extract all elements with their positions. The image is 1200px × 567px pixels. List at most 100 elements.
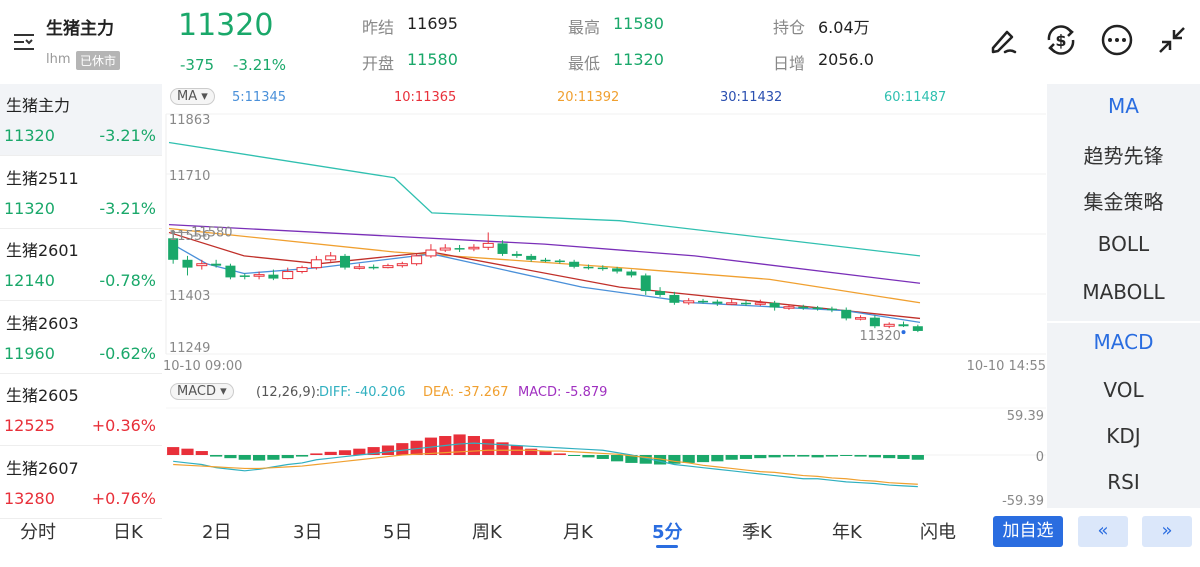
stat-label: 最低 bbox=[568, 54, 601, 73]
candle-body bbox=[511, 253, 522, 256]
candle-body bbox=[883, 323, 895, 327]
tab-5[interactable]: 周K bbox=[472, 522, 502, 543]
candle-body bbox=[268, 274, 279, 279]
candle-body bbox=[325, 255, 337, 261]
tab-10[interactable]: 闪电 bbox=[920, 522, 956, 543]
macd-histogram-bar bbox=[525, 448, 538, 455]
ma-selector[interactable]: MA ▾ bbox=[170, 88, 215, 105]
ma-value-label: 20:11392 bbox=[557, 90, 620, 105]
contract-name: 生猪2511 bbox=[6, 168, 79, 188]
collapse-arrows-icon[interactable] bbox=[1154, 22, 1190, 58]
candle-body bbox=[225, 265, 236, 278]
macd-histogram-bar bbox=[682, 455, 695, 463]
macd-histogram-bar bbox=[754, 455, 767, 459]
more-options-icon[interactable] bbox=[1099, 22, 1135, 58]
macd-histogram-bar bbox=[310, 453, 323, 455]
stat-label: 昨结 bbox=[362, 18, 395, 37]
add-favorite-button[interactable]: 加自选 bbox=[993, 516, 1063, 547]
indicator-kdj[interactable]: KDJ bbox=[1106, 424, 1141, 448]
macd-histogram-bar bbox=[181, 448, 194, 455]
macd-histogram-bar bbox=[467, 436, 480, 455]
macd-histogram-bar bbox=[811, 455, 824, 458]
macd-histogram-bar bbox=[539, 451, 552, 455]
contract-item[interactable]: 生猪主力 11320 -3.21% bbox=[0, 84, 162, 156]
candle-body bbox=[626, 271, 637, 276]
stat-value: 11580 bbox=[407, 50, 458, 69]
candle-body bbox=[726, 302, 738, 305]
macd-histogram-bar bbox=[482, 439, 495, 455]
indicator-rsi[interactable]: RSI bbox=[1107, 470, 1140, 494]
prev-button[interactable]: « bbox=[1078, 516, 1128, 547]
ma-value-label: 5:11345 bbox=[232, 90, 287, 105]
macd-selector[interactable]: MACD ▾ bbox=[170, 383, 234, 400]
tab-3[interactable]: 3日 bbox=[293, 522, 323, 543]
indicator-ma[interactable]: MA bbox=[1108, 94, 1139, 118]
indicator-集金策略[interactable]: 集金策略 bbox=[1083, 190, 1164, 214]
indicator-vol[interactable]: VOL bbox=[1103, 378, 1144, 402]
price-change: -375 bbox=[180, 56, 215, 74]
tab-0[interactable]: 分时 bbox=[20, 522, 56, 543]
candle-body bbox=[425, 249, 437, 257]
tab-9[interactable]: 年K bbox=[832, 522, 862, 543]
candle-body bbox=[253, 274, 265, 277]
tab-6[interactable]: 月K bbox=[563, 522, 593, 543]
price-axis-label: 11710 bbox=[169, 169, 210, 184]
candle-body bbox=[740, 302, 752, 305]
macd-histogram-bar bbox=[252, 455, 266, 461]
indicator-boll[interactable]: BOLL bbox=[1097, 232, 1150, 256]
price-change-pct: -3.21% bbox=[233, 56, 287, 74]
candle-body bbox=[168, 238, 179, 260]
macd-histogram-bar bbox=[410, 440, 423, 455]
macd-axis-label: 0 bbox=[1036, 450, 1044, 465]
tab-1[interactable]: 日K bbox=[113, 522, 143, 543]
candle-body bbox=[898, 324, 909, 327]
currency-exchange-icon[interactable]: $ bbox=[1043, 22, 1079, 58]
indicator-macd[interactable]: MACD bbox=[1093, 330, 1154, 354]
candle-body bbox=[211, 263, 222, 266]
stat-value: 6.04万 bbox=[818, 18, 870, 37]
active-tab-indicator bbox=[656, 545, 678, 548]
candle-body bbox=[526, 255, 537, 260]
tab-7[interactable]: 5分 bbox=[652, 522, 683, 543]
macd-histogram-bar bbox=[653, 455, 667, 465]
contract-item[interactable]: 生猪2511 11320 -3.21% bbox=[0, 157, 162, 229]
tab-8[interactable]: 季K bbox=[742, 522, 772, 543]
candle-body bbox=[540, 259, 551, 262]
tab-4[interactable]: 5日 bbox=[383, 522, 413, 543]
indicator-趋势先锋[interactable]: 趋势先锋 bbox=[1083, 144, 1164, 168]
market-status-badge: 已休市 bbox=[76, 51, 121, 70]
candle-body bbox=[683, 300, 695, 304]
menu-filter-icon[interactable] bbox=[12, 30, 38, 54]
contract-price: 13280 bbox=[4, 488, 55, 508]
macd-histogram-bar bbox=[797, 455, 810, 457]
contract-item[interactable]: 生猪2601 12140 -0.78% bbox=[0, 229, 162, 301]
indicator-maboll[interactable]: MABOLL bbox=[1082, 280, 1165, 304]
contract-item[interactable]: 生猪2603 11960 -0.62% bbox=[0, 302, 162, 374]
ma-line-ma10 bbox=[168, 231, 921, 320]
macd-histogram-bar bbox=[453, 434, 466, 455]
contract-price: 11320 bbox=[4, 198, 55, 218]
candle-body bbox=[482, 242, 494, 248]
tab-2[interactable]: 2日 bbox=[202, 522, 232, 543]
ma-value-label: 60:11487 bbox=[884, 90, 947, 105]
macd-axis-label: 59.39 bbox=[1007, 409, 1044, 424]
contract-name: 生猪2605 bbox=[6, 386, 79, 405]
stat-label: 开盘 bbox=[362, 54, 395, 73]
macd-histogram-bar bbox=[725, 455, 738, 460]
instrument-title: 生猪主力 bbox=[46, 19, 114, 39]
candle-body bbox=[655, 291, 666, 295]
contract-item[interactable]: 生猪2605 12525 +0.36% bbox=[0, 374, 162, 446]
macd-histogram-bar bbox=[768, 455, 781, 458]
next-button[interactable]: » bbox=[1142, 516, 1192, 547]
macd-histogram-bar bbox=[596, 455, 609, 459]
macd-value: MACD: -5.879 bbox=[518, 385, 608, 400]
macd-histogram-bar bbox=[295, 455, 309, 457]
contract-item[interactable]: 生猪2607 13280 +0.76% bbox=[0, 447, 162, 519]
ma-line-ma5 bbox=[168, 241, 921, 323]
macd-histogram-bar bbox=[396, 443, 409, 455]
contract-pct: +0.76% bbox=[91, 488, 156, 508]
edit-pen-icon[interactable] bbox=[985, 22, 1021, 58]
macd-params: (12,26,9): bbox=[256, 385, 321, 400]
macd-histogram-bar bbox=[338, 450, 352, 455]
